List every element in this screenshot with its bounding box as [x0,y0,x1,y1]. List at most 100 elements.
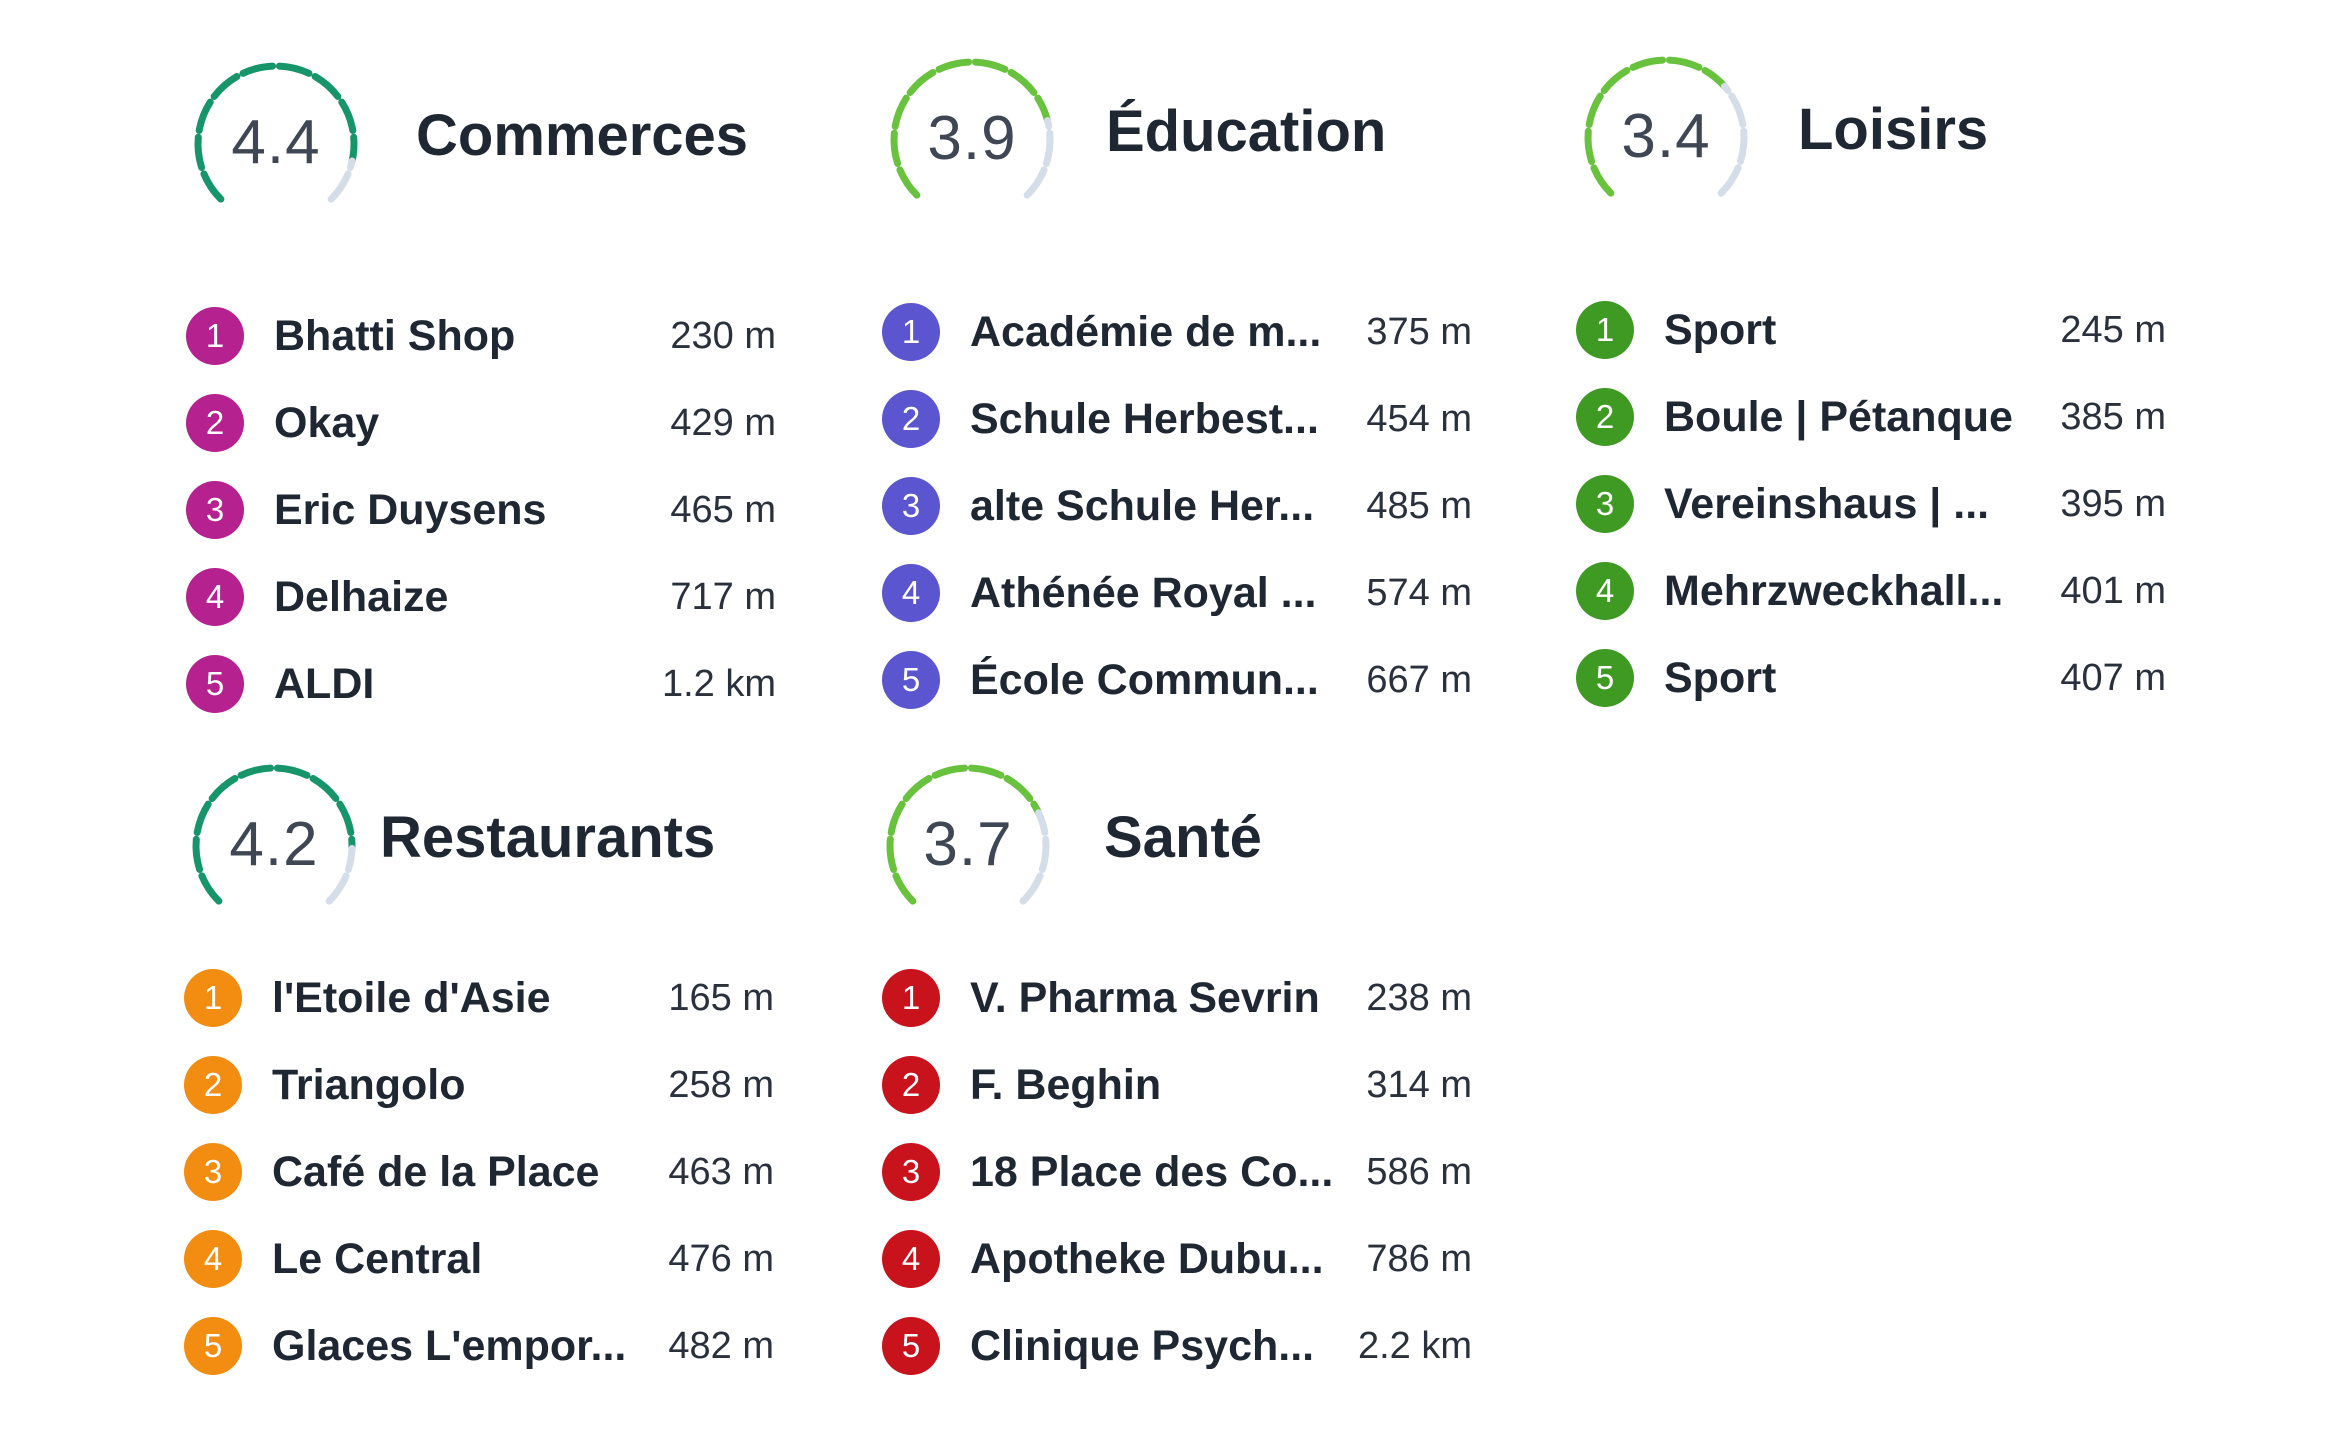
place-distance: 314 m [1366,1064,1472,1106]
gauge-segment-filled [1600,66,1631,95]
list-item[interactable]: 5 Sport 407 m [1576,649,2196,736]
gauge-segment-filled [311,72,342,101]
gauge-segment-empty [346,157,356,171]
list-item[interactable]: 1 Académie de m... 375 m [882,303,1502,390]
list-item[interactable]: 2 Boule | Pétanque 385 m [1576,388,2196,475]
list-item[interactable]: 5 ALDI 1.2 km [186,655,806,742]
gauge-segment-filled [237,764,275,779]
gauge-segment-filled [195,98,214,134]
list-item[interactable]: 3 Café de la Place 463 m [184,1143,804,1230]
place-name: Mehrzweckhall... [1664,567,2004,615]
rank-badge: 3 [882,477,940,535]
place-name: Le Central [272,1235,483,1283]
gauge-segment-filled [1665,56,1703,71]
list-item[interactable]: 2 Triangolo 258 m [184,1056,804,1143]
rank-badge: 5 [1576,649,1634,707]
list-item[interactable]: 5 Glaces L'empor... 482 m [184,1317,804,1404]
place-distance: 786 m [1366,1238,1472,1280]
gauge-segment-filled [1585,92,1604,128]
score-gauge-ring [1584,56,1748,197]
place-name: Schule Herbest... [970,395,1319,443]
place-name: ALDI [274,660,375,708]
place-name: Boule | Pétanque [1664,393,2013,441]
place-distance: 407 m [2060,657,2166,699]
score-gauge: 4.2 [184,764,364,924]
places-list: 1 Bhatti Shop 230 m 2 Okay 429 m 3 Eric Duyse… [186,307,806,742]
place-distance: 2.2 km [1357,1325,1472,1367]
gauge-segment-filled [338,98,357,134]
rank-badge: 5 [882,1317,940,1375]
score-gauge-ring [194,62,358,203]
gauge-segment-filled [935,58,973,73]
place-distance: 485 m [1366,485,1472,527]
list-item[interactable]: 2 Okay 429 m [186,394,806,481]
rank-badge: 2 [184,1056,242,1114]
gauge-segment-filled [1003,774,1034,803]
list-item[interactable]: 3 18 Place des Co... 586 m [882,1143,1502,1230]
list-item[interactable]: 4 Athénée Royal ... 574 m [882,564,1502,651]
score-value: 3.9 [927,103,1017,173]
place-distance: 258 m [668,1064,774,1106]
place-name: F. Beghin [970,1061,1162,1109]
rank-badge: 4 [882,1230,940,1288]
place-distance: 667 m [1366,659,1472,701]
gauge-segment-filled [273,764,311,779]
place-name: Glaces L'empor... [272,1322,627,1370]
list-item[interactable]: 2 F. Beghin 314 m [882,1056,1502,1143]
list-item[interactable]: 3 Eric Duysens 465 m [186,481,806,568]
rank-badge: 3 [882,1143,940,1201]
list-item[interactable]: 1 Sport 245 m [1576,301,2196,388]
gauge-segment-filled [887,800,906,836]
place-name: l'Etoile d'Asie [272,974,551,1022]
gauge-segment-empty [1023,166,1048,199]
list-item[interactable]: 2 Schule Herbest... 454 m [882,390,1502,477]
list-item[interactable]: 3 Vereinshaus | ... 395 m [1576,475,2196,562]
place-name: Triangolo [272,1061,466,1109]
list-item[interactable]: 4 Le Central 476 m [184,1230,804,1317]
gauge-segment-empty [344,844,356,873]
list-item[interactable]: 5 École Commun... 667 m [882,651,1502,738]
gauge-segment-empty [1042,129,1054,167]
category-education: 3.9 Éducation 1 Académie de m... 375 m 2 Sc… [882,58,1522,709]
gauge-segment-empty [1728,92,1747,128]
place-name: Café de la Place [272,1148,600,1196]
category-header: 4.4 Commerces [186,62,826,222]
category-header: 3.9 Éducation [882,58,1522,218]
place-name: Bhatti Shop [274,312,516,360]
list-item[interactable]: 1 Bhatti Shop 230 m [186,307,806,394]
place-name: Clinique Psych... [970,1322,1315,1370]
place-distance: 476 m [668,1238,774,1280]
category-header: 3.4 Loisirs [1576,56,2216,216]
score-value: 3.4 [1621,101,1711,171]
place-distance: 385 m [2060,396,2166,438]
list-item[interactable]: 1 l'Etoile d'Asie 165 m [184,969,804,1056]
list-item[interactable]: 1 V. Pharma Sevrin 238 m [882,969,1502,1056]
rank-badge: 2 [1576,388,1634,446]
list-item[interactable]: 3 alte Schule Her... 485 m [882,477,1502,564]
gauge-segment-empty [1019,872,1044,905]
place-name: V. Pharma Sevrin [970,974,1320,1022]
place-name: Apotheke Dubu... [970,1235,1324,1283]
list-item[interactable]: 4 Mehrzweckhall... 401 m [1576,562,2196,649]
category-loisirs: 3.4 Loisirs 1 Sport 245 m 2 Boule | Pétanqu… [1576,56,2216,707]
place-name: 18 Place des Co... [970,1148,1334,1196]
place-name: Sport [1664,654,1777,702]
place-name: Eric Duysens [274,486,547,534]
gauge-segment-filled [192,835,204,873]
rank-badge: 3 [184,1143,242,1201]
rank-badge: 4 [882,564,940,622]
list-item[interactable]: 4 Apotheke Dubu... 786 m [882,1230,1502,1317]
place-name: alte Schule Her... [970,482,1315,530]
list-item[interactable]: 4 Delhaize 717 m [186,568,806,655]
list-item[interactable]: 5 Clinique Psych... 2.2 km [882,1317,1502,1404]
rank-badge: 1 [1576,301,1634,359]
places-list: 1 Académie de m... 375 m 2 Schule Herbest..… [882,303,1502,738]
gauge-segment-filled [1629,56,1667,71]
rank-badge: 4 [186,568,244,626]
score-gauge: 3.4 [1576,56,1756,216]
rank-badge: 2 [882,1056,940,1114]
rank-badge: 5 [186,655,244,713]
